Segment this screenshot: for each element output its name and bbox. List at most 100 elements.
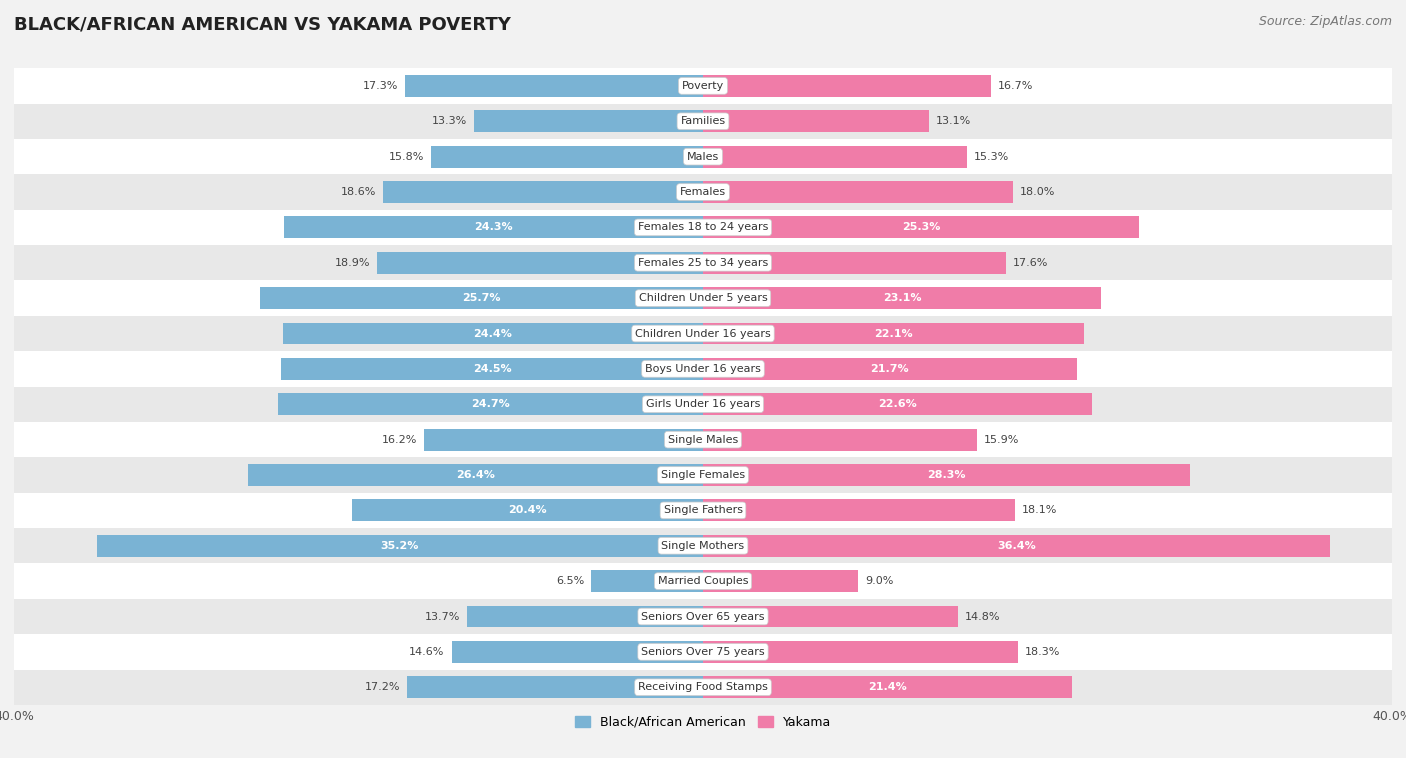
Text: 28.3%: 28.3% [928,470,966,480]
Bar [703,393,1092,415]
Text: 18.0%: 18.0% [1019,187,1056,197]
Bar [703,252,1007,274]
Text: Receiving Food Stamps: Receiving Food Stamps [638,682,768,692]
Text: 9.0%: 9.0% [865,576,893,586]
Text: BLACK/AFRICAN AMERICAN VS YAKAMA POVERTY: BLACK/AFRICAN AMERICAN VS YAKAMA POVERTY [14,15,510,33]
Text: Families: Families [681,116,725,127]
Bar [703,181,1012,203]
Text: Children Under 5 years: Children Under 5 years [638,293,768,303]
Bar [451,641,703,662]
Text: 22.1%: 22.1% [875,328,912,339]
Bar [703,323,1084,344]
Text: 17.3%: 17.3% [363,81,398,91]
Text: 24.3%: 24.3% [474,222,513,233]
Bar [405,75,703,97]
Bar [14,599,1392,634]
Text: 15.3%: 15.3% [973,152,1008,161]
Text: 17.6%: 17.6% [1012,258,1049,268]
Text: Children Under 16 years: Children Under 16 years [636,328,770,339]
Text: Females: Females [681,187,725,197]
Text: 15.9%: 15.9% [984,434,1019,445]
Bar [430,146,703,168]
Text: 18.1%: 18.1% [1022,506,1057,515]
Bar [703,606,957,628]
Text: 24.5%: 24.5% [472,364,512,374]
Text: Females 18 to 24 years: Females 18 to 24 years [638,222,768,233]
Bar [703,146,966,168]
Bar [474,111,703,132]
Bar [14,68,1392,104]
Bar [14,528,1392,563]
Text: Males: Males [688,152,718,161]
Bar [14,245,1392,280]
Bar [591,570,703,592]
Text: 16.2%: 16.2% [381,434,418,445]
Text: Females 25 to 34 years: Females 25 to 34 years [638,258,768,268]
Bar [703,217,1139,238]
Bar [467,606,703,628]
Bar [14,422,1392,457]
Bar [703,111,928,132]
Bar [14,316,1392,351]
Text: 36.4%: 36.4% [997,540,1036,551]
Text: Poverty: Poverty [682,81,724,91]
Bar [406,676,703,698]
Bar [284,217,703,238]
Text: 21.4%: 21.4% [868,682,907,692]
Bar [14,563,1392,599]
Text: 24.4%: 24.4% [474,328,512,339]
Text: 13.1%: 13.1% [935,116,970,127]
Bar [14,139,1392,174]
Text: 23.1%: 23.1% [883,293,921,303]
Text: Source: ZipAtlas.com: Source: ZipAtlas.com [1258,15,1392,28]
Text: 17.2%: 17.2% [364,682,399,692]
Bar [277,393,703,415]
Bar [352,500,703,522]
Bar [703,358,1077,380]
Text: 15.8%: 15.8% [388,152,425,161]
Text: Single Males: Single Males [668,434,738,445]
Bar [14,457,1392,493]
Text: 13.7%: 13.7% [425,612,460,622]
Legend: Black/African American, Yakama: Black/African American, Yakama [569,711,837,734]
Bar [283,323,703,344]
Text: 35.2%: 35.2% [381,540,419,551]
Text: Girls Under 16 years: Girls Under 16 years [645,399,761,409]
Text: 6.5%: 6.5% [555,576,583,586]
Text: Single Fathers: Single Fathers [664,506,742,515]
Bar [703,287,1101,309]
Text: Married Couples: Married Couples [658,576,748,586]
Text: 21.7%: 21.7% [870,364,910,374]
Bar [703,429,977,450]
Bar [14,669,1392,705]
Bar [260,287,703,309]
Text: 18.9%: 18.9% [335,258,371,268]
Bar [703,464,1191,486]
Text: Seniors Over 75 years: Seniors Over 75 years [641,647,765,657]
Bar [703,500,1015,522]
Bar [703,570,858,592]
Text: 13.3%: 13.3% [432,116,467,127]
Text: 26.4%: 26.4% [456,470,495,480]
Bar [703,641,1018,662]
Text: 24.7%: 24.7% [471,399,509,409]
Bar [97,535,703,556]
Text: Boys Under 16 years: Boys Under 16 years [645,364,761,374]
Text: Single Females: Single Females [661,470,745,480]
Bar [14,174,1392,210]
Bar [14,210,1392,245]
Bar [14,351,1392,387]
Bar [382,181,703,203]
Text: 20.4%: 20.4% [508,506,547,515]
Text: Seniors Over 65 years: Seniors Over 65 years [641,612,765,622]
Bar [14,493,1392,528]
Bar [14,634,1392,669]
Text: 25.3%: 25.3% [901,222,941,233]
Text: 18.6%: 18.6% [340,187,375,197]
Bar [377,252,703,274]
Bar [703,75,991,97]
Bar [703,676,1071,698]
Bar [249,464,703,486]
Text: 14.6%: 14.6% [409,647,444,657]
Text: 18.3%: 18.3% [1025,647,1060,657]
